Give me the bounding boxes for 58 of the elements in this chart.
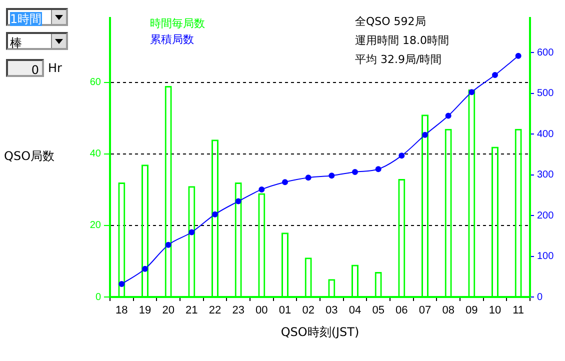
point bbox=[142, 266, 148, 272]
point bbox=[328, 172, 335, 179]
point bbox=[445, 112, 452, 119]
x-axis-title: QSO時刻(JST) bbox=[280, 324, 360, 341]
point bbox=[188, 229, 195, 236]
annotation: 運用時間 18.0時間 bbox=[355, 33, 449, 48]
x-tick-label: 04 bbox=[348, 304, 362, 317]
x-tick-label: 21 bbox=[186, 304, 198, 317]
y-tick-label: 20 bbox=[90, 220, 102, 232]
x-tick-label: 23 bbox=[232, 304, 244, 317]
y2-tick-label: 400 bbox=[537, 128, 554, 140]
y2-tick-label: 0 bbox=[537, 292, 543, 303]
y2-tick-label: 200 bbox=[537, 210, 554, 222]
x-tick-label: 05 bbox=[372, 304, 384, 317]
y2-tick-label: 100 bbox=[537, 251, 554, 262]
point bbox=[212, 211, 218, 218]
chart-type-dropdown: 棒 bbox=[6, 32, 68, 50]
x-tick-label: 02 bbox=[302, 304, 314, 317]
y2-tick-label: 300 bbox=[537, 170, 554, 181]
y-tick-label: 0 bbox=[95, 292, 102, 303]
x-tick-label: 20 bbox=[162, 304, 174, 317]
x-tick-label: 11 bbox=[512, 304, 524, 317]
y2-tick-label: 600 bbox=[537, 47, 554, 58]
hour-spinner: 0 bbox=[6, 59, 44, 77]
x-tick-label: 18 bbox=[116, 304, 128, 317]
x-tick-label: 09 bbox=[466, 304, 478, 317]
text: Hr bbox=[48, 61, 62, 75]
x-tick-label: 01 bbox=[278, 304, 292, 317]
x-tick-label: 00 bbox=[256, 304, 268, 317]
point bbox=[352, 168, 358, 175]
point bbox=[258, 186, 265, 192]
text: 累積局数 bbox=[150, 32, 194, 47]
point bbox=[375, 166, 382, 172]
hours-dropdown: 1時間 bbox=[6, 8, 68, 26]
x-tick-label: 06 bbox=[396, 304, 408, 317]
x-tick-label: 10 bbox=[488, 304, 502, 317]
x-tick-label: 03 bbox=[326, 304, 338, 317]
point bbox=[515, 52, 522, 59]
x-tick-label: 08 bbox=[442, 304, 454, 317]
y2-tick-label: 500 bbox=[537, 88, 554, 100]
point bbox=[282, 179, 288, 186]
annotation: 全QSO 592局 bbox=[355, 14, 426, 29]
x-tick-label: 07 bbox=[418, 304, 432, 317]
point bbox=[118, 280, 125, 287]
annotation: 平均 32.9局/時間 bbox=[355, 52, 442, 67]
point bbox=[422, 132, 428, 138]
y-tick-label: 60 bbox=[90, 77, 102, 88]
y-tick-label: 40 bbox=[90, 148, 102, 160]
point bbox=[468, 89, 475, 96]
point bbox=[165, 242, 172, 248]
x-tick-label: 22 bbox=[208, 304, 222, 317]
point bbox=[398, 152, 405, 159]
x-tick-label: 19 bbox=[138, 304, 152, 317]
point bbox=[235, 198, 242, 204]
point bbox=[492, 72, 498, 78]
y-axis-title: QSO局数 bbox=[4, 148, 55, 165]
text: 時間毎局数 bbox=[150, 16, 205, 31]
point bbox=[305, 174, 312, 181]
